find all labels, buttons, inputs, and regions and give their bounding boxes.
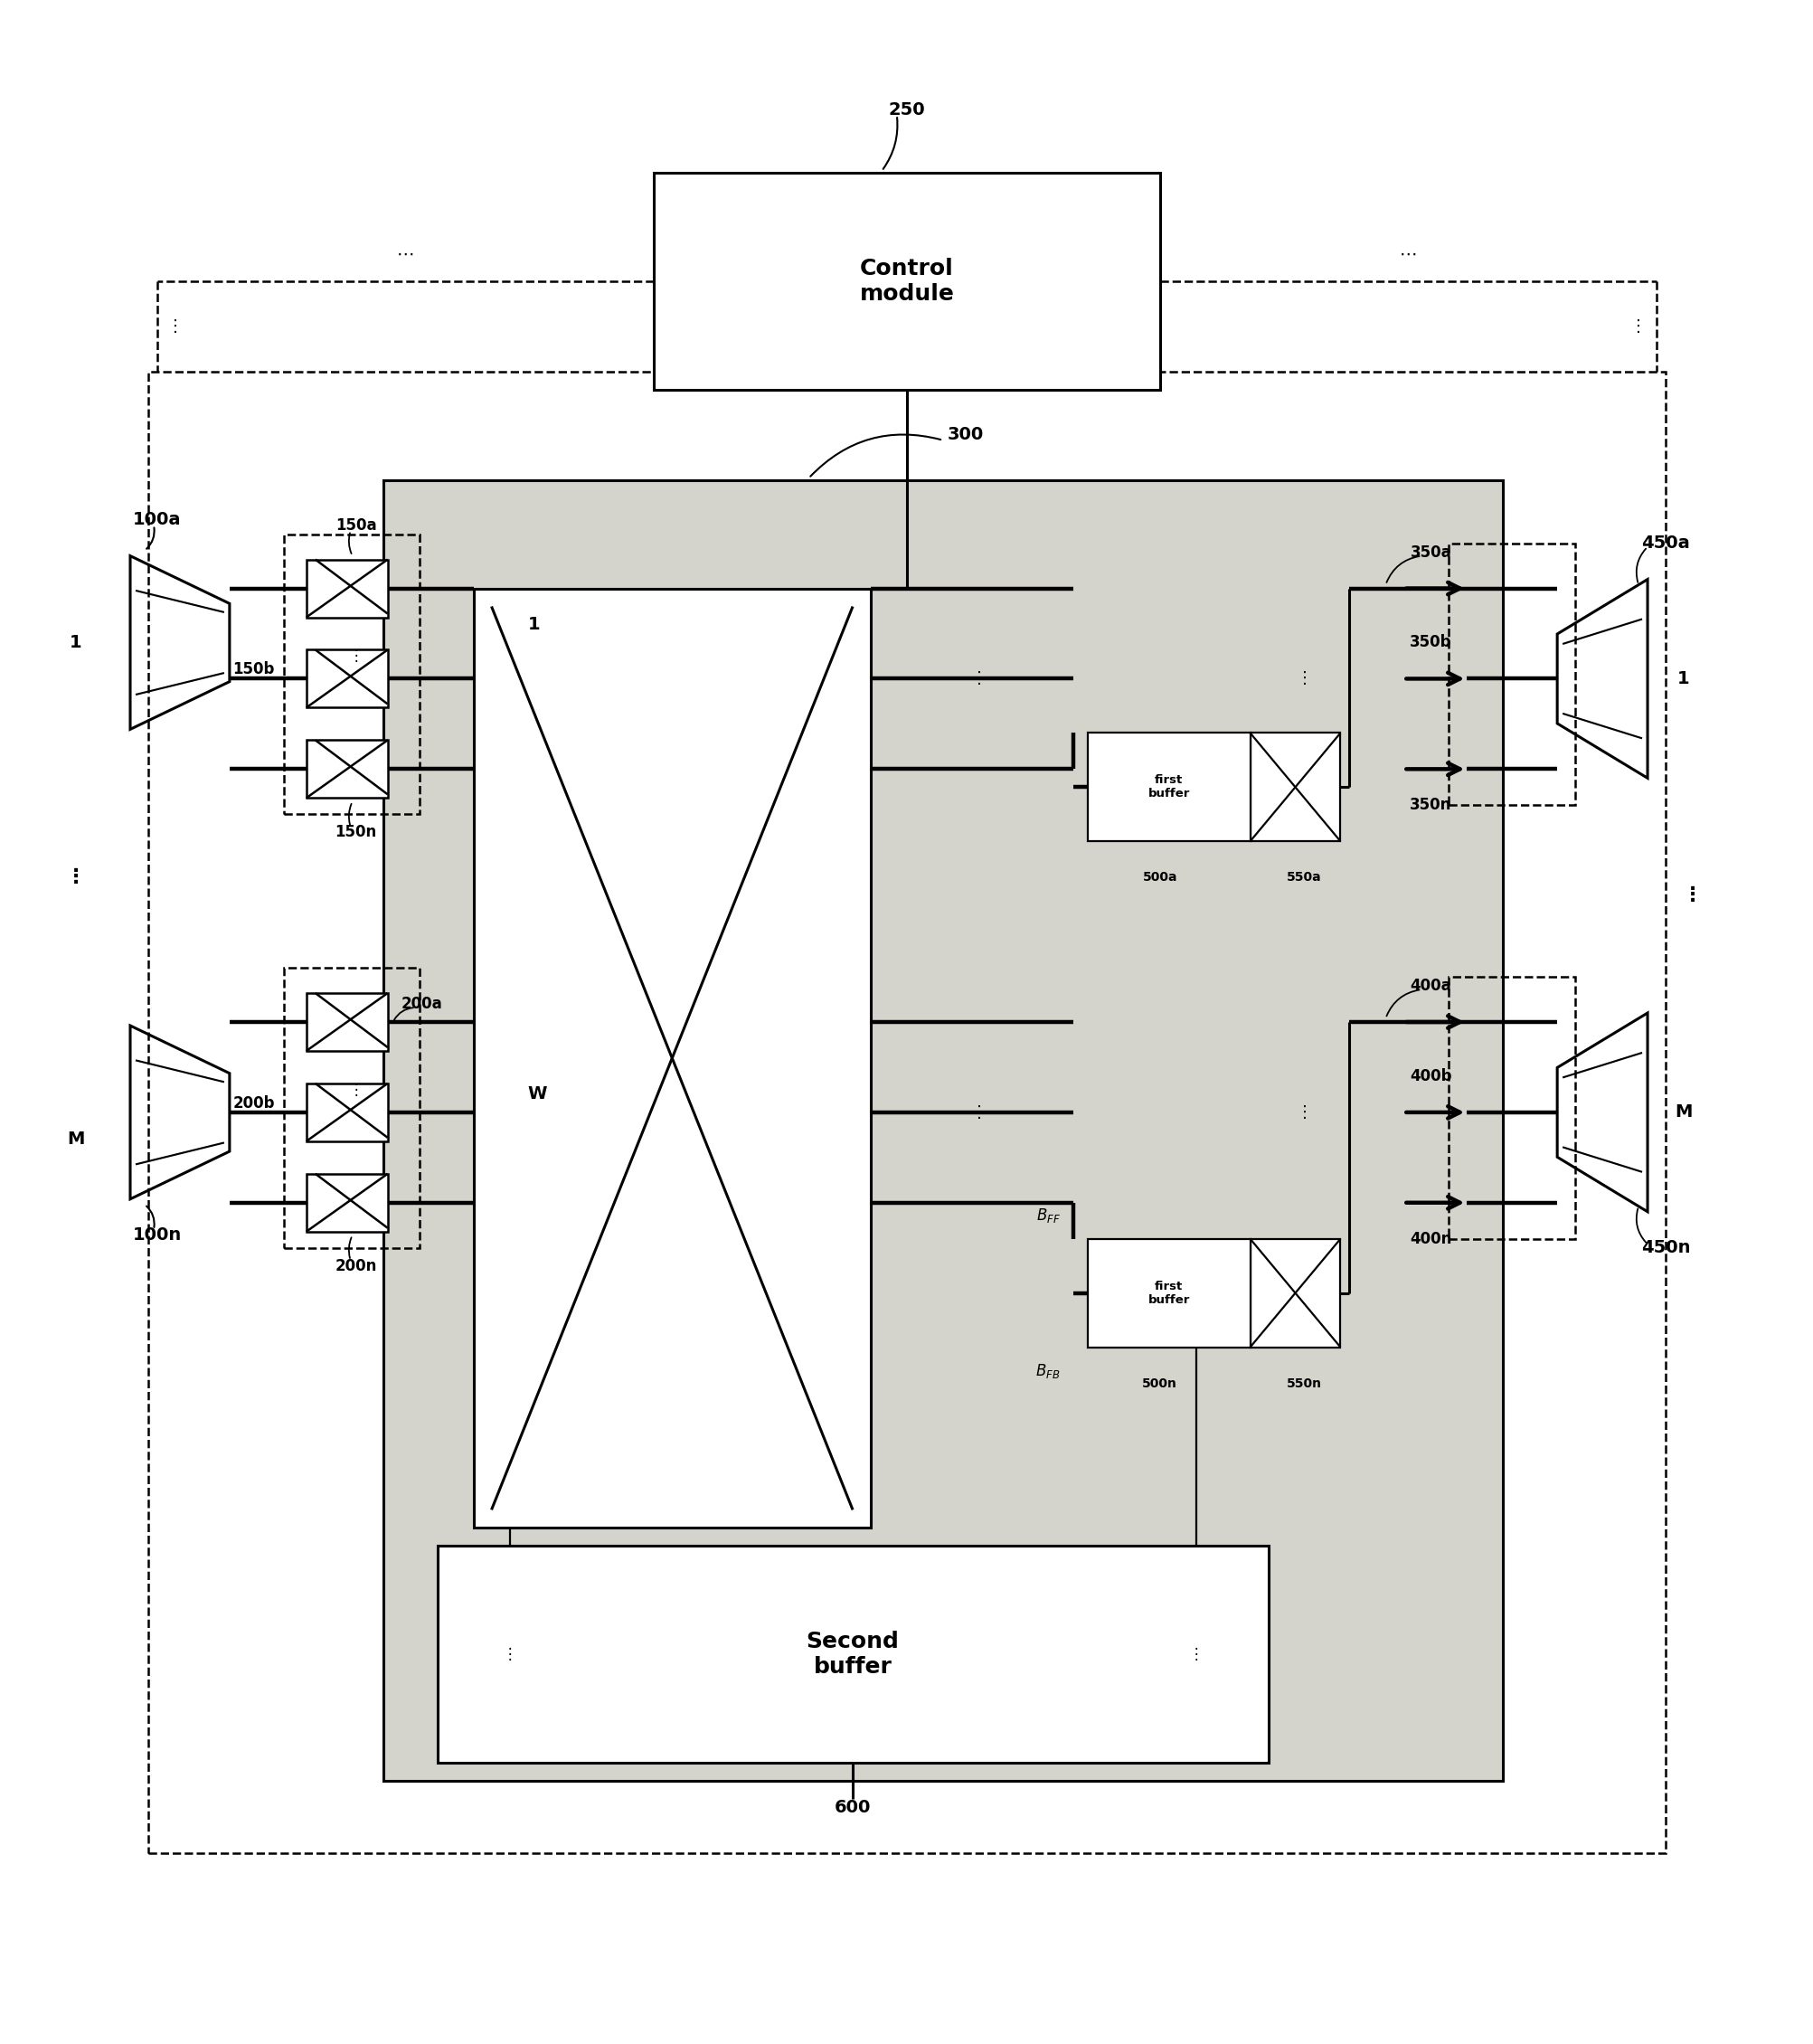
Bar: [1088, 734, 1249, 842]
Text: 200n: 200n: [335, 1257, 377, 1273]
Text: ⋮: ⋮: [970, 1104, 986, 1120]
Text: 450n: 450n: [1641, 1239, 1690, 1257]
Text: ⋮: ⋮: [1682, 887, 1702, 905]
Text: ⋮: ⋮: [348, 1081, 363, 1098]
Bar: [383, 480, 1503, 1780]
Text: Second
buffer: Second buffer: [805, 1631, 899, 1678]
Bar: [149, 372, 1664, 1854]
Bar: [654, 174, 1159, 390]
Bar: [283, 533, 419, 814]
Text: first
buffer: first buffer: [1148, 775, 1189, 799]
Text: ⋯: ⋯: [397, 245, 415, 264]
Text: 150b: 150b: [232, 662, 274, 679]
Text: 1: 1: [528, 615, 540, 634]
Text: 1: 1: [71, 634, 82, 652]
Text: M: M: [1673, 1104, 1692, 1120]
Text: ⋮: ⋮: [1296, 670, 1313, 687]
Text: ⋮: ⋮: [1188, 1645, 1202, 1662]
Text: 150n: 150n: [335, 824, 377, 840]
Text: ⋮: ⋮: [348, 648, 363, 664]
Text: 200b: 200b: [232, 1096, 274, 1112]
Text: 500a: 500a: [1142, 871, 1177, 883]
Text: 1: 1: [1677, 670, 1690, 687]
Text: ⋮: ⋮: [167, 319, 183, 335]
Bar: [306, 650, 388, 707]
Text: ⋮: ⋮: [1296, 1104, 1313, 1120]
Bar: [306, 740, 388, 797]
Text: 150a: 150a: [335, 517, 377, 533]
Text: first
buffer: first buffer: [1148, 1280, 1189, 1306]
Text: W: W: [528, 1085, 548, 1104]
Text: ⋮: ⋮: [502, 1645, 517, 1662]
Text: 400n: 400n: [1409, 1230, 1450, 1247]
Text: ⋮: ⋮: [1630, 319, 1646, 335]
Bar: [306, 560, 388, 617]
Bar: [473, 589, 870, 1527]
Text: $B_{FB}$: $B_{FB}$: [1035, 1361, 1061, 1380]
Text: 250: 250: [888, 100, 925, 119]
Text: 100n: 100n: [132, 1226, 181, 1245]
Bar: [283, 967, 419, 1247]
Text: 600: 600: [834, 1799, 870, 1817]
Text: 550n: 550n: [1285, 1378, 1322, 1390]
Text: $B_{FF}$: $B_{FF}$: [1035, 1206, 1061, 1224]
Text: 500n: 500n: [1142, 1378, 1177, 1390]
Bar: [306, 993, 388, 1051]
Text: 300: 300: [946, 427, 983, 444]
Bar: [1449, 977, 1574, 1239]
Text: 550a: 550a: [1285, 871, 1322, 883]
Text: 350b: 350b: [1409, 634, 1450, 650]
Bar: [437, 1545, 1267, 1762]
Text: M: M: [67, 1130, 85, 1149]
Bar: [306, 1083, 388, 1141]
Bar: [1449, 544, 1574, 805]
Bar: [1249, 1239, 1340, 1347]
Bar: [306, 1173, 388, 1233]
Text: ⋮: ⋮: [970, 670, 986, 687]
Text: Control
module: Control module: [859, 258, 954, 305]
Bar: [1249, 734, 1340, 842]
Text: 350a: 350a: [1409, 544, 1450, 560]
Text: 450a: 450a: [1641, 536, 1690, 552]
Text: 100a: 100a: [132, 511, 181, 527]
Text: 350n: 350n: [1409, 797, 1450, 814]
Text: 200a: 200a: [401, 995, 442, 1012]
Text: 400a: 400a: [1409, 977, 1450, 993]
Text: ⋮: ⋮: [65, 869, 85, 887]
Bar: [1088, 1239, 1249, 1347]
Text: ⋯: ⋯: [1398, 245, 1416, 264]
Text: 400b: 400b: [1409, 1069, 1450, 1083]
